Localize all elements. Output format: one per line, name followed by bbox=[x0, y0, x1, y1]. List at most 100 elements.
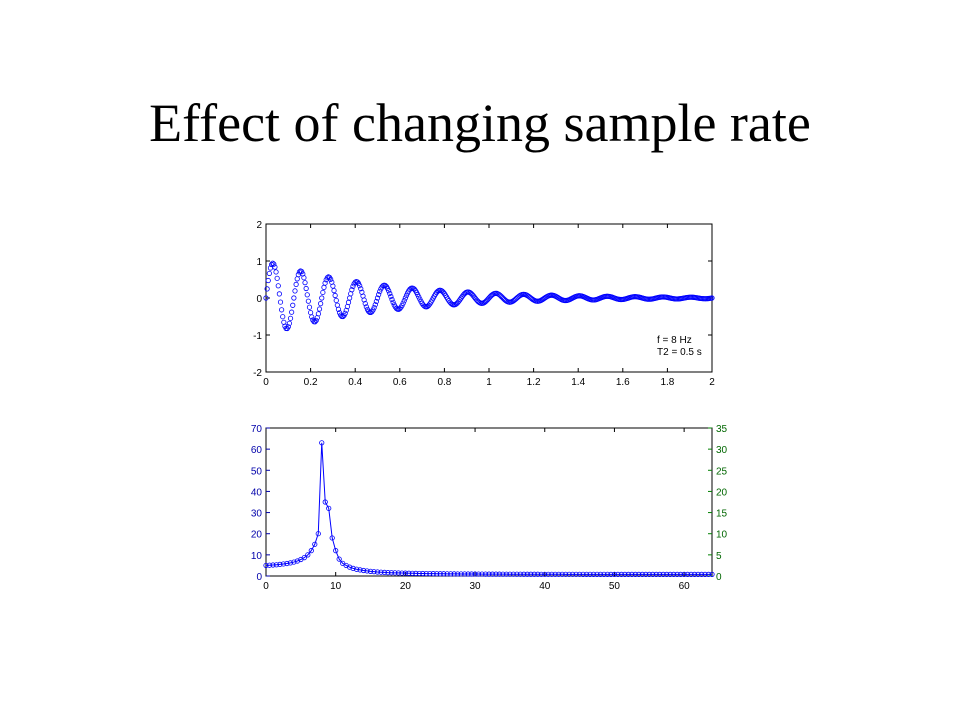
data-point bbox=[545, 571, 551, 577]
data-point bbox=[336, 556, 342, 562]
data-point bbox=[275, 283, 281, 289]
data-point bbox=[590, 571, 597, 577]
y-tick-label: 40 bbox=[251, 487, 263, 498]
data-point bbox=[294, 276, 300, 282]
y-tick-label: 20 bbox=[251, 530, 263, 541]
data-point bbox=[358, 286, 364, 292]
data-point bbox=[389, 296, 395, 303]
x-tick-label: 0 bbox=[263, 581, 269, 592]
data-point bbox=[401, 298, 407, 304]
data-point bbox=[347, 564, 353, 570]
slide-title: Effect of changing sample rate bbox=[149, 93, 811, 153]
data-point bbox=[302, 280, 308, 286]
y2-tick-label: 25 bbox=[716, 466, 728, 477]
data-point bbox=[301, 275, 307, 281]
data-point bbox=[465, 571, 471, 577]
data-point bbox=[416, 570, 422, 577]
x-tick-label: 1.8 bbox=[660, 377, 674, 388]
data-point bbox=[622, 571, 628, 577]
data-point bbox=[660, 571, 666, 577]
data-point bbox=[315, 531, 321, 537]
data-point bbox=[263, 295, 269, 301]
y-tick-label: 10 bbox=[251, 551, 263, 562]
data-point bbox=[374, 569, 381, 575]
data-point bbox=[500, 571, 506, 577]
data-point bbox=[576, 571, 583, 577]
data-point bbox=[402, 570, 408, 576]
data-point bbox=[479, 571, 485, 577]
data-point bbox=[395, 570, 402, 576]
spectrum-line bbox=[265, 442, 712, 575]
data-point bbox=[583, 571, 590, 577]
data-point bbox=[354, 279, 361, 285]
data-point bbox=[263, 562, 269, 569]
y-tick-label: 0 bbox=[256, 294, 262, 305]
data-point bbox=[320, 289, 326, 296]
data-point bbox=[674, 571, 680, 577]
data-point bbox=[377, 288, 383, 295]
data-point bbox=[681, 571, 687, 577]
data-point bbox=[270, 260, 276, 266]
y-tick-label: -2 bbox=[253, 368, 262, 379]
data-point bbox=[671, 571, 677, 577]
data-point bbox=[305, 298, 311, 304]
data-point bbox=[632, 571, 638, 577]
data-point bbox=[305, 552, 311, 558]
data-point bbox=[552, 571, 558, 577]
data-point bbox=[376, 292, 382, 298]
data-point bbox=[451, 571, 457, 577]
data-point bbox=[313, 317, 319, 324]
data-point bbox=[273, 562, 280, 568]
data-point bbox=[695, 571, 701, 577]
data-point bbox=[308, 548, 314, 554]
data-point bbox=[427, 571, 433, 577]
data-point bbox=[362, 300, 368, 307]
x-tick-label: 0.6 bbox=[393, 377, 407, 388]
data-point bbox=[444, 571, 450, 577]
data-point bbox=[280, 561, 287, 567]
x-tick-label: 30 bbox=[470, 581, 482, 592]
data-point bbox=[364, 568, 370, 574]
data-point bbox=[303, 285, 309, 292]
data-point bbox=[406, 570, 412, 576]
y-tick-label: -1 bbox=[253, 331, 262, 342]
data-point bbox=[409, 570, 415, 576]
data-point bbox=[528, 571, 534, 577]
data-point bbox=[333, 297, 339, 304]
data-point bbox=[293, 281, 299, 287]
data-point bbox=[601, 571, 607, 577]
x-tick-label: 1.6 bbox=[616, 377, 630, 388]
data-point bbox=[650, 571, 656, 577]
data-point bbox=[388, 570, 395, 576]
data-point bbox=[688, 571, 694, 577]
data-point bbox=[328, 276, 334, 282]
data-point bbox=[507, 571, 513, 577]
data-point bbox=[272, 264, 278, 270]
data-point bbox=[475, 571, 482, 577]
data-point bbox=[611, 571, 618, 577]
data-point bbox=[448, 571, 454, 577]
data-point bbox=[285, 324, 291, 330]
data-point bbox=[400, 300, 406, 306]
y2-tick-label: 5 bbox=[716, 551, 722, 562]
data-point bbox=[273, 269, 279, 275]
data-point bbox=[455, 571, 461, 577]
data-point bbox=[277, 561, 283, 567]
data-point bbox=[430, 571, 436, 577]
data-point bbox=[289, 309, 295, 315]
data-point bbox=[597, 571, 604, 577]
data-point bbox=[374, 295, 381, 301]
data-point bbox=[390, 299, 396, 305]
data-point bbox=[510, 571, 516, 577]
data-point bbox=[521, 571, 527, 577]
data-point bbox=[618, 571, 625, 577]
data-point bbox=[350, 283, 356, 289]
data-point bbox=[629, 571, 635, 577]
data-point bbox=[312, 541, 318, 547]
data-point bbox=[678, 571, 684, 577]
data-point bbox=[691, 571, 698, 577]
data-point bbox=[486, 571, 492, 577]
x-tick-label: 0.2 bbox=[304, 377, 318, 388]
x-tick-label: 0.4 bbox=[348, 377, 362, 388]
data-point bbox=[423, 570, 429, 577]
